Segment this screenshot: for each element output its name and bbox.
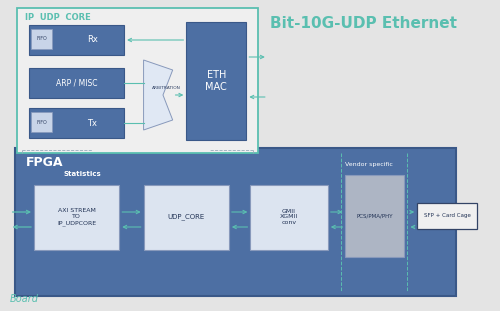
Text: FIFO: FIFO bbox=[36, 36, 47, 41]
Text: PCS/PMA/PHY: PCS/PMA/PHY bbox=[356, 213, 393, 219]
Bar bbox=[34, 185, 119, 250]
Bar bbox=[18, 8, 258, 153]
Bar bbox=[29, 68, 124, 98]
Text: Bit-10G-UDP Ethernet: Bit-10G-UDP Ethernet bbox=[270, 16, 456, 31]
Bar bbox=[14, 148, 456, 296]
Bar bbox=[144, 185, 229, 250]
Text: FPGA: FPGA bbox=[26, 156, 64, 169]
Text: Vendor specific: Vendor specific bbox=[346, 162, 393, 167]
Text: GMII
XGMII
conv: GMII XGMII conv bbox=[280, 209, 298, 225]
Bar bbox=[186, 22, 246, 140]
Polygon shape bbox=[144, 60, 172, 130]
Bar bbox=[250, 185, 328, 250]
Text: ARBITRATION: ARBITRATION bbox=[152, 86, 181, 90]
Text: ARP / MISC: ARP / MISC bbox=[56, 78, 98, 87]
Text: FIFO: FIFO bbox=[36, 119, 47, 124]
Text: Board: Board bbox=[10, 294, 38, 304]
Text: Tx: Tx bbox=[87, 118, 97, 128]
Bar bbox=[29, 108, 124, 138]
Text: Rx: Rx bbox=[86, 35, 98, 44]
Bar bbox=[417, 203, 478, 229]
Text: SFP + Card Cage: SFP + Card Cage bbox=[424, 213, 470, 219]
Bar bbox=[29, 25, 124, 55]
Text: ETH
MAC: ETH MAC bbox=[206, 70, 227, 92]
Text: AXI STREAM
TO
IP_UDPCORE: AXI STREAM TO IP_UDPCORE bbox=[57, 208, 96, 226]
Bar bbox=[346, 175, 404, 257]
Bar bbox=[31, 112, 52, 132]
Text: UDP_CORE: UDP_CORE bbox=[168, 214, 205, 220]
Bar bbox=[31, 29, 52, 49]
Text: IP  UDP  CORE: IP UDP CORE bbox=[25, 13, 91, 22]
Text: Statistics: Statistics bbox=[63, 171, 101, 177]
